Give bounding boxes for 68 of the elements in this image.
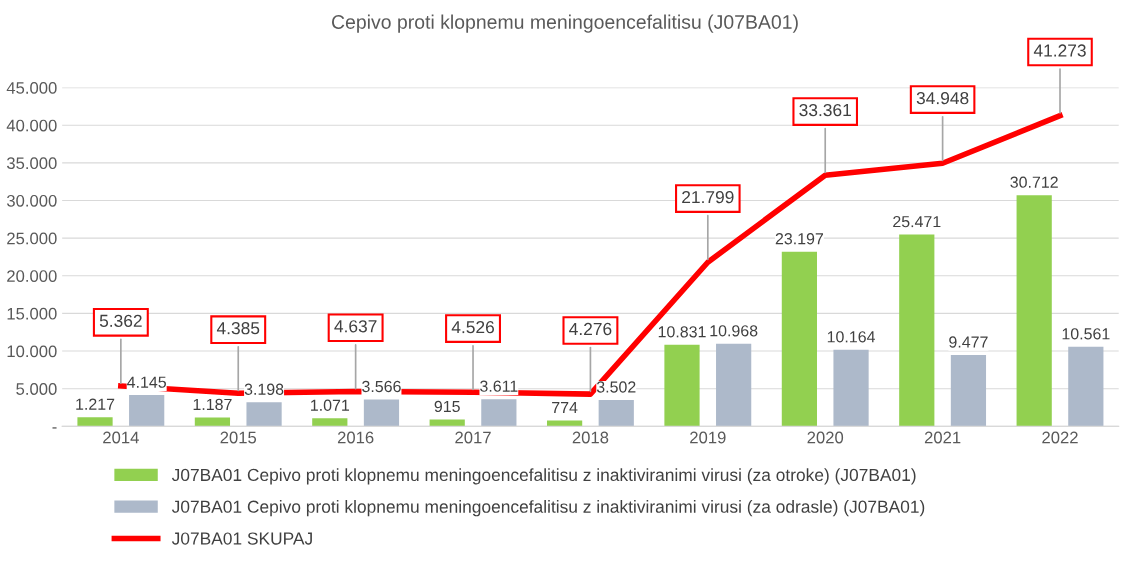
data-label: 3.566 xyxy=(362,380,401,393)
bar xyxy=(363,399,400,427)
data-label: 915 xyxy=(434,400,460,413)
bar xyxy=(664,344,700,427)
data-label: 25.471 xyxy=(893,215,941,228)
data-label: 4.526 xyxy=(451,320,494,334)
x-tick-label: 2017 xyxy=(455,431,491,444)
y-tick-label: 45.000 xyxy=(6,82,57,94)
bar xyxy=(1016,195,1052,427)
x-tick-label: 2021 xyxy=(924,431,961,444)
x-tick-label: 2014 xyxy=(103,431,139,444)
data-label: 23.197 xyxy=(775,233,824,245)
bar xyxy=(429,419,465,427)
data-label: 4.385 xyxy=(216,322,260,335)
data-label: 10.968 xyxy=(710,325,758,337)
x-tick-label: 2016 xyxy=(337,431,374,444)
data-label: 3.502 xyxy=(596,381,636,393)
y-tick-label: 10.000 xyxy=(7,345,57,358)
bar xyxy=(833,349,869,427)
x-tick-label: 2019 xyxy=(690,431,726,444)
bar xyxy=(129,395,165,427)
bar xyxy=(246,402,282,427)
bar xyxy=(312,418,348,427)
x-tick-label: 2022 xyxy=(1042,431,1078,444)
bar xyxy=(950,354,987,427)
legend-label: J07BA01 SKUPAJ xyxy=(171,532,312,545)
data-label: 10.561 xyxy=(1062,328,1110,340)
data-label: 10.164 xyxy=(827,331,875,343)
y-tick-label: 15.000 xyxy=(7,307,57,320)
bar xyxy=(716,343,752,427)
y-tick-label: - xyxy=(52,427,57,429)
data-label: 3.611 xyxy=(480,380,518,392)
y-tick-label: 35.000 xyxy=(6,157,57,170)
chart-title: Cepivo proti klopnemu meningoencefalitisu (J07BA01) xyxy=(332,14,798,33)
bar xyxy=(899,234,935,427)
legend-label: J07BA01 Cepivo proti klopnemu meningoencefalitisu z inaktiviranimi virusi (za otroke) (J07BA01) xyxy=(171,468,916,485)
data-label: 34.948 xyxy=(916,91,969,105)
y-tick-label: 40.000 xyxy=(6,119,57,132)
bar xyxy=(781,251,817,427)
data-label: 21.799 xyxy=(682,190,734,204)
bar xyxy=(546,420,583,427)
y-tick-label: 30.000 xyxy=(6,194,57,207)
data-label: 1.187 xyxy=(193,398,232,411)
data-label: 4.145 xyxy=(127,376,166,388)
bar xyxy=(598,399,634,427)
data-label: 30.712 xyxy=(1010,176,1058,188)
data-label: 4.276 xyxy=(569,322,612,336)
data-label: 9.477 xyxy=(949,336,988,348)
data-label: 1.071 xyxy=(311,399,350,411)
bar xyxy=(77,417,113,427)
x-tick-label: 2018 xyxy=(572,431,609,444)
x-tick-label: 2020 xyxy=(807,431,844,444)
data-label: 10.831 xyxy=(658,326,706,338)
bar xyxy=(194,417,231,427)
x-tick-label: 2015 xyxy=(220,431,257,444)
data-label: 3.198 xyxy=(244,383,284,395)
data-label: 5.362 xyxy=(99,314,142,327)
data-label: 4.637 xyxy=(334,320,377,333)
data-label: 774 xyxy=(552,402,578,414)
data-label: 33.361 xyxy=(799,103,851,117)
data-label: 41.273 xyxy=(1033,44,1086,57)
y-tick-label: 25.000 xyxy=(7,232,57,245)
bar xyxy=(1068,346,1104,427)
data-label: 1.217 xyxy=(76,398,115,410)
legend-label: J07BA01 Cepivo proti klopnemu meningoencefalitisu z inaktiviranimi virusi (za odrasle) (J07BA01) xyxy=(171,500,925,517)
y-tick-label: 5.000 xyxy=(16,383,57,395)
bar xyxy=(481,399,517,427)
y-tick-label: 20.000 xyxy=(7,270,57,282)
